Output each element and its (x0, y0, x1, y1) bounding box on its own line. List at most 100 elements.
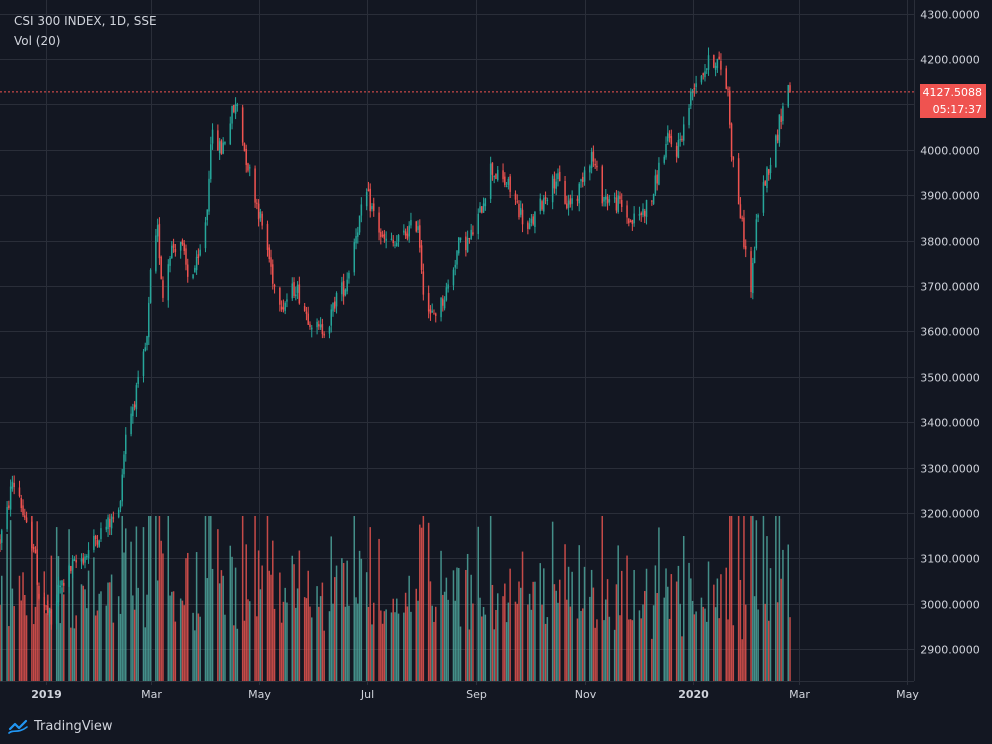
candle-body (571, 198, 573, 204)
volume-bar (208, 516, 210, 681)
volume-bar (257, 550, 260, 681)
candle-body (61, 580, 63, 586)
bar-countdown-label: 05:17:37 (920, 100, 986, 118)
y-tick-label: 3600.0000 (920, 326, 980, 339)
volume-bar (84, 589, 86, 681)
candle-body (50, 609, 53, 625)
chart-legend[interactable]: CSI 300 INDEX, 1D, SSE Vol (20) (14, 11, 157, 51)
volume-bar (433, 621, 435, 681)
candle-body (495, 173, 497, 179)
volume-bar (222, 575, 224, 681)
candle-body (208, 178, 210, 212)
volume-bar (286, 602, 288, 681)
candle-body (605, 196, 607, 200)
volume-bar (98, 593, 100, 681)
volume-bar (172, 591, 175, 681)
volume-bar (63, 594, 65, 681)
volume-bar (521, 551, 524, 681)
candle-body (270, 257, 272, 267)
candle-body (204, 222, 207, 249)
candle-body (590, 152, 593, 168)
candle-body (385, 238, 387, 241)
candle-body (743, 217, 745, 248)
volume-bar (25, 615, 28, 681)
candle-body (319, 324, 322, 328)
time-axis[interactable]: 2019 Mar May Jul Sep Nov 2020 Mar May (31, 681, 919, 701)
volume-bar (155, 516, 157, 681)
volume-bar (727, 619, 729, 681)
candle-body (142, 351, 145, 377)
volume-bar (596, 619, 598, 681)
candle-body (132, 407, 134, 417)
volume-bar (546, 617, 549, 681)
volume-bar (415, 588, 418, 681)
candle-body (358, 215, 361, 233)
volume-bar (713, 584, 715, 681)
candle-body (769, 164, 772, 174)
candle-body (677, 140, 680, 158)
volume-bar (117, 596, 120, 681)
volume-bar (665, 568, 667, 681)
volume-indicator-label[interactable]: Vol (20) (14, 34, 61, 48)
volume-bar (543, 568, 545, 681)
volume-bar (445, 577, 448, 681)
candle-body (739, 204, 742, 219)
volume-bar (247, 599, 249, 681)
candle-body (86, 556, 88, 558)
volume-bar (404, 592, 407, 681)
volume-bar (495, 609, 497, 681)
candle-body (716, 58, 719, 68)
candle-body (720, 60, 722, 70)
candle-body (100, 528, 102, 540)
candle-body (670, 136, 673, 145)
candle-body (479, 206, 481, 213)
volume-bar (210, 516, 212, 681)
candle-body (541, 201, 543, 210)
volume-bar (316, 586, 318, 681)
volume-bar (22, 572, 24, 681)
candle-body (229, 123, 232, 145)
volume-bar (767, 620, 770, 681)
candle-body (149, 269, 152, 303)
volume-bar (158, 516, 161, 681)
candle-body (335, 293, 338, 307)
volume-bar (422, 516, 425, 681)
candle-body (73, 558, 76, 562)
x-tick-label: Mar (141, 688, 162, 701)
candle-body (403, 230, 405, 233)
volume-bar (677, 565, 680, 681)
volume-bar (679, 603, 681, 681)
volume-bar (224, 614, 226, 681)
candle-body (181, 240, 184, 245)
volume-bar (296, 588, 299, 681)
volume-bar (704, 608, 706, 681)
last-price-label: 4127.5088 (920, 83, 986, 101)
symbol-title[interactable]: CSI 300 INDEX, 1D, SSE (14, 14, 157, 28)
volume-bar (254, 516, 256, 681)
volume-bar (192, 612, 194, 681)
candle-body (601, 166, 604, 204)
volume-bar (273, 608, 276, 681)
candle-body (406, 233, 409, 239)
volume-bar (645, 568, 648, 681)
volume-bar (601, 516, 604, 681)
volume-bar (750, 516, 752, 681)
volume-bar (638, 610, 641, 681)
volume-bar (110, 574, 113, 681)
volume-bar (737, 516, 740, 681)
volume-bar (80, 584, 83, 681)
candle-body (80, 558, 83, 562)
candle-body (633, 213, 635, 224)
volume-bar (440, 550, 442, 681)
y-tick-label: 4200.0000 (920, 54, 980, 67)
candle-body (282, 307, 285, 310)
volume-bar (125, 528, 127, 681)
price-axis[interactable]: 4300.00004200.00004100.00004000.00003900… (920, 9, 980, 657)
volume-bar (681, 636, 683, 681)
volume-bar (417, 600, 419, 681)
tradingview-brand[interactable]: TradingView (8, 716, 113, 736)
volume-bar (663, 597, 665, 681)
volume-bar (629, 619, 632, 681)
